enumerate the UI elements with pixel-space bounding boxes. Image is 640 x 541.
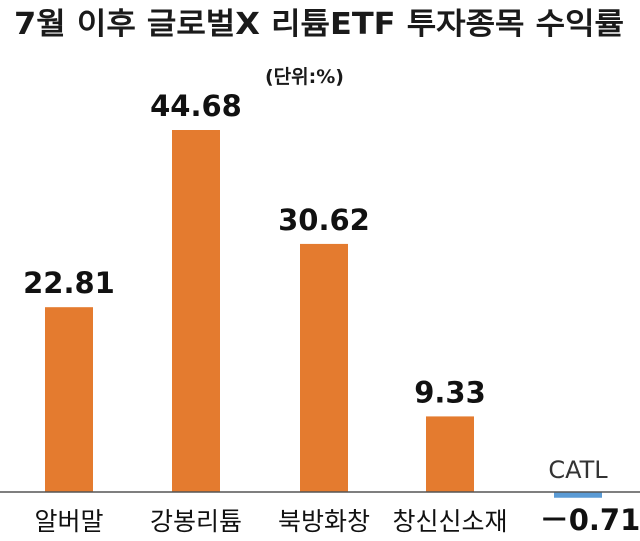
bar-5 — [554, 492, 602, 498]
category-label-2: 강봉리튬 — [150, 507, 242, 536]
chart-title: 7월 이후 글로벌X 리튬ETF 투자종목 수익률 — [14, 7, 624, 42]
category-label-5: CATL — [548, 456, 608, 484]
bar-2 — [172, 130, 220, 492]
unit-label: (단위:%) — [265, 66, 344, 88]
category-label-1: 알버말 — [34, 507, 103, 536]
value-label-3: 30.62 — [278, 203, 370, 237]
value-label-4: 9.33 — [414, 375, 486, 409]
bar-3 — [300, 243, 348, 492]
bar-1 — [45, 307, 93, 492]
value-label-1: 22.81 — [23, 266, 115, 300]
value-label-5: －0.71 — [540, 503, 640, 537]
value-labels-group: 22.81 44.68 30.62 9.33 －0.71 — [23, 89, 640, 537]
category-label-3: 북방화창 — [278, 507, 370, 536]
category-label-4: 창신신소재 — [392, 507, 507, 536]
category-labels-group: 알버말 강봉리튬 북방화창 창신신소재 CATL — [34, 456, 608, 536]
bar-4 — [426, 416, 474, 492]
bars-group — [45, 130, 602, 498]
value-label-2: 44.68 — [150, 89, 242, 123]
